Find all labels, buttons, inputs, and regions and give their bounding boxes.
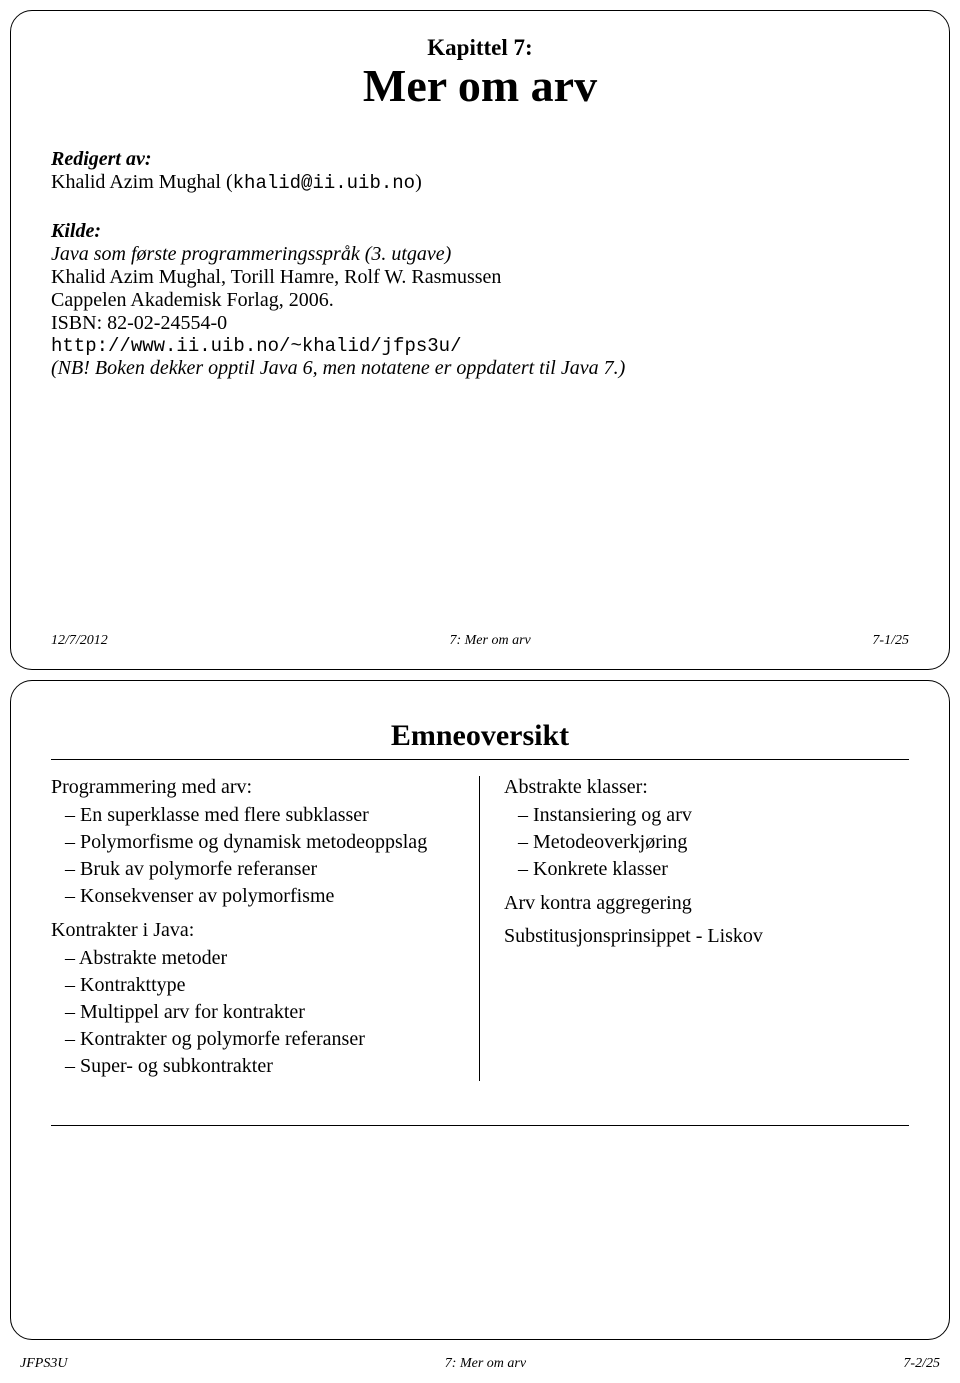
slide-1: Kapittel 7: Mer om arv Redigert av: Khal…	[10, 10, 950, 670]
topic-abstract-classes: Abstrakte klasser:	[504, 776, 909, 799]
authors: Khalid Azim Mughal, Torill Hamre, Rolf W…	[51, 266, 909, 289]
list-item: Super- og subkontrakter	[79, 1054, 461, 1079]
list-item: Kontrakttype	[79, 973, 461, 998]
slide-1-footer: 12/7/2012 7: Mer om arv 7-1/25	[11, 633, 949, 649]
page-footer-center: 7: Mer om arv	[445, 1356, 526, 1372]
topic-inheritance-vs-aggregation: Arv kontra aggregering	[504, 892, 909, 915]
topic-contracts-java: Kontrakter i Java:	[51, 919, 461, 942]
isbn: ISBN: 82-02-24554-0	[51, 312, 909, 335]
list-item: Multippel arv for kontrakter	[79, 1000, 461, 1025]
edited-by-label: Redigert av:	[51, 148, 909, 171]
source-url: http://www.ii.uib.no/~khalid/jfps3u/	[51, 335, 909, 357]
editor-name-close: )	[415, 171, 422, 193]
page-footer-right: 7-2/25	[903, 1356, 940, 1372]
topic-programming-with-inheritance: Programmering med arv:	[51, 776, 461, 799]
list-item: Bruk av polymorfe referanser	[79, 857, 461, 882]
editor-name: Khalid Azim Mughal (	[51, 171, 233, 193]
source-book: Java som første programmeringsspråk (3. …	[51, 243, 909, 266]
list-item: Konkrete klasser	[532, 857, 909, 882]
overview-left-col: Programmering med arv: En superklasse me…	[51, 776, 480, 1081]
footer-left-date: 12/7/2012	[51, 633, 108, 649]
overview-box: Programmering med arv: En superklasse me…	[51, 759, 909, 1126]
footer-right-page: 7-1/25	[872, 633, 909, 649]
list-item: En superklasse med flere subklasser	[79, 803, 461, 828]
editor-email: khalid@ii.uib.no	[233, 172, 415, 194]
list-item: Polymorfisme og dynamisk metodeoppslag	[79, 830, 461, 855]
page-footer: JFPS3U 7: Mer om arv 7-2/25	[10, 1350, 950, 1372]
slide-2: Emneoversikt Programmering med arv: En s…	[10, 680, 950, 1340]
list-item: Metodeoverkjøring	[532, 830, 909, 855]
nb-note: (NB! Boken dekker opptil Java 6, men not…	[51, 357, 909, 380]
publisher: Cappelen Akademisk Forlag, 2006.	[51, 289, 909, 312]
chapter-title: Mer om arv	[51, 61, 909, 112]
list-item: Kontrakter og polymorfe referanser	[79, 1027, 461, 1052]
list-item: Instansiering og arv	[532, 803, 909, 828]
slide-2-title: Emneoversikt	[51, 699, 909, 753]
editor-line: Khalid Azim Mughal (khalid@ii.uib.no)	[51, 171, 909, 194]
edited-by-block: Redigert av: Khalid Azim Mughal (khalid@…	[51, 148, 909, 194]
source-block: Kilde: Java som første programmeringsspr…	[51, 220, 909, 380]
footer-center-title: 7: Mer om arv	[449, 633, 530, 649]
page-footer-left: JFPS3U	[20, 1356, 67, 1372]
list-item: Konsekvenser av polymorfisme	[79, 884, 461, 909]
overview-right-col: Abstrakte klasser: Instansiering og arv …	[480, 776, 909, 1081]
chapter-label: Kapittel 7:	[51, 29, 909, 61]
topic-liskov: Substitusjonsprinsippet - Liskov	[504, 925, 909, 948]
source-label: Kilde:	[51, 220, 909, 243]
list-item: Abstrakte metoder	[79, 946, 461, 971]
